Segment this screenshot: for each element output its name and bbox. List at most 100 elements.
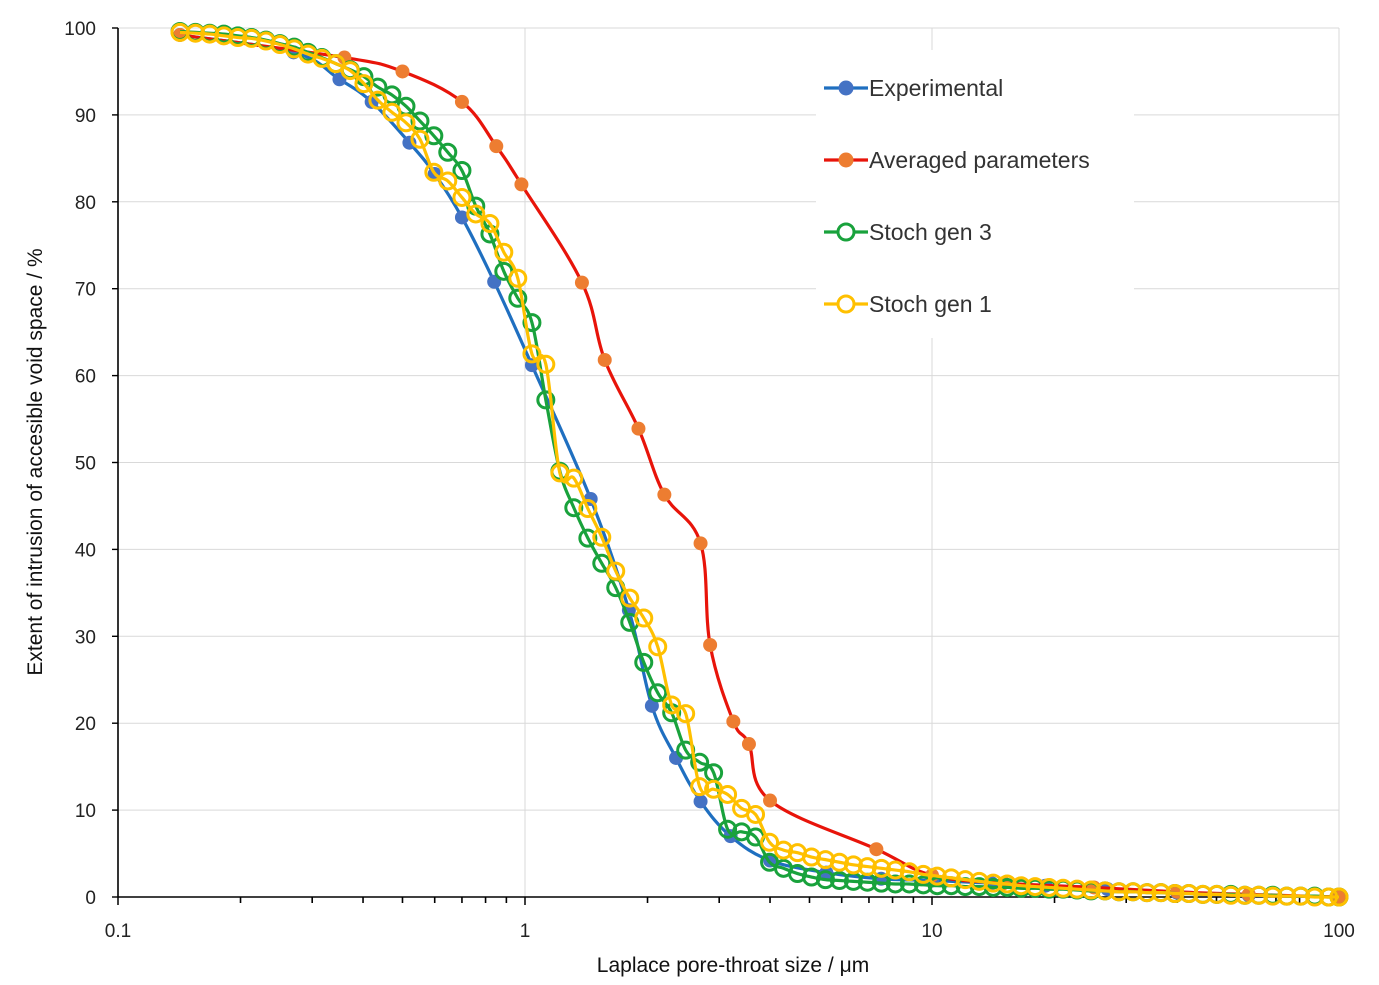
data-point bbox=[592, 527, 612, 547]
legend-label: Experimental bbox=[869, 75, 1003, 101]
x-axis-ticks: 0.1 1 10 100 bbox=[105, 921, 1355, 942]
data-point bbox=[927, 866, 947, 886]
data-point bbox=[1137, 883, 1157, 903]
data-point bbox=[410, 111, 430, 131]
data-point bbox=[1193, 884, 1213, 904]
data-point bbox=[454, 94, 469, 109]
series-layer bbox=[170, 21, 1349, 907]
data-point bbox=[1067, 879, 1087, 899]
series-stoch-gen-1 bbox=[170, 22, 1349, 907]
data-point bbox=[941, 868, 961, 888]
data-point bbox=[815, 850, 835, 870]
data-point bbox=[1207, 884, 1227, 904]
axes bbox=[112, 27, 1340, 905]
data-point bbox=[170, 22, 190, 42]
y-tick-label: 50 bbox=[75, 454, 96, 475]
data-point bbox=[746, 804, 766, 824]
data-point bbox=[522, 344, 542, 364]
legend-label: Stoch gen 1 bbox=[869, 291, 992, 317]
series-line bbox=[179, 33, 1340, 899]
data-point bbox=[1277, 886, 1297, 906]
legend-entry: Experimental bbox=[824, 75, 1003, 101]
data-point bbox=[662, 695, 682, 715]
data-point bbox=[634, 652, 654, 672]
data-point bbox=[657, 487, 672, 502]
data-point bbox=[648, 683, 668, 703]
data-point bbox=[489, 139, 504, 154]
y-tick-label: 70 bbox=[75, 280, 96, 301]
series-experimental bbox=[172, 27, 1346, 904]
data-point bbox=[1095, 881, 1115, 901]
data-point bbox=[1319, 887, 1339, 907]
legend-label: Averaged parameters bbox=[869, 147, 1090, 173]
data-point bbox=[452, 187, 472, 207]
data-point bbox=[899, 874, 919, 894]
x-tick-label: 0.1 bbox=[105, 921, 131, 942]
data-point bbox=[1053, 878, 1073, 898]
data-point bbox=[815, 870, 835, 890]
data-point bbox=[1291, 886, 1311, 906]
y-tick-label: 60 bbox=[75, 367, 96, 388]
data-point bbox=[578, 499, 598, 519]
data-point bbox=[726, 714, 741, 729]
data-point bbox=[1011, 876, 1031, 896]
y-tick-label: 0 bbox=[85, 888, 96, 909]
y-tick-label: 40 bbox=[75, 540, 96, 561]
legend-entry: Averaged parameters bbox=[824, 147, 1090, 173]
data-point bbox=[514, 177, 529, 192]
data-point bbox=[606, 561, 626, 581]
y-tick-label: 10 bbox=[75, 801, 96, 822]
data-point bbox=[214, 26, 234, 46]
data-point bbox=[536, 354, 556, 374]
data-point bbox=[693, 536, 708, 551]
data-point bbox=[564, 498, 584, 518]
legend: Experimental Averaged parameters Stoch gen… bbox=[816, 50, 1134, 338]
data-point bbox=[410, 129, 430, 149]
data-point bbox=[564, 468, 584, 488]
data-point bbox=[983, 873, 1003, 893]
data-point bbox=[508, 288, 528, 308]
x-tick-label: 100 bbox=[1323, 921, 1355, 942]
data-point bbox=[200, 24, 220, 44]
data-point bbox=[801, 847, 821, 867]
data-point bbox=[1039, 877, 1059, 897]
data-point bbox=[522, 313, 542, 333]
data-point bbox=[690, 752, 710, 772]
x-axis-title: Laplace pore-throat size / μm bbox=[597, 954, 869, 977]
data-point bbox=[452, 161, 472, 181]
y-axis-ticks: 0 10 20 30 40 50 60 70 80 90 100 bbox=[64, 19, 96, 909]
y-tick-label: 80 bbox=[75, 193, 96, 214]
data-point bbox=[454, 210, 469, 225]
data-point bbox=[634, 608, 654, 628]
data-point bbox=[508, 268, 528, 288]
data-point bbox=[1305, 887, 1325, 907]
series-averaged-parameters bbox=[172, 27, 1346, 904]
data-point bbox=[829, 870, 849, 890]
y-tick-label: 20 bbox=[75, 714, 96, 735]
y-tick-label: 30 bbox=[75, 627, 96, 648]
legend-entry: Stoch gen 1 bbox=[824, 291, 992, 317]
data-point bbox=[801, 867, 821, 887]
data-point bbox=[574, 275, 589, 290]
data-point bbox=[395, 64, 410, 79]
y-axis-title: Extent of intrusion of accesible void sp… bbox=[24, 248, 47, 675]
data-point bbox=[760, 832, 780, 852]
data-point bbox=[704, 763, 724, 783]
data-point bbox=[185, 23, 205, 43]
legend-marker bbox=[836, 222, 856, 242]
legend-marker bbox=[838, 152, 854, 168]
data-point bbox=[693, 794, 708, 809]
legend-label: Stoch gen 3 bbox=[869, 219, 992, 245]
data-point bbox=[578, 528, 598, 548]
data-point bbox=[1249, 885, 1269, 905]
data-point bbox=[382, 102, 402, 122]
data-point bbox=[1025, 877, 1045, 897]
data-point bbox=[913, 864, 933, 884]
data-point bbox=[1235, 885, 1255, 905]
data-point bbox=[1221, 885, 1241, 905]
data-point bbox=[620, 588, 640, 608]
data-point bbox=[494, 242, 514, 262]
data-point bbox=[885, 874, 905, 894]
series-line bbox=[179, 29, 1340, 899]
data-point bbox=[466, 204, 486, 224]
